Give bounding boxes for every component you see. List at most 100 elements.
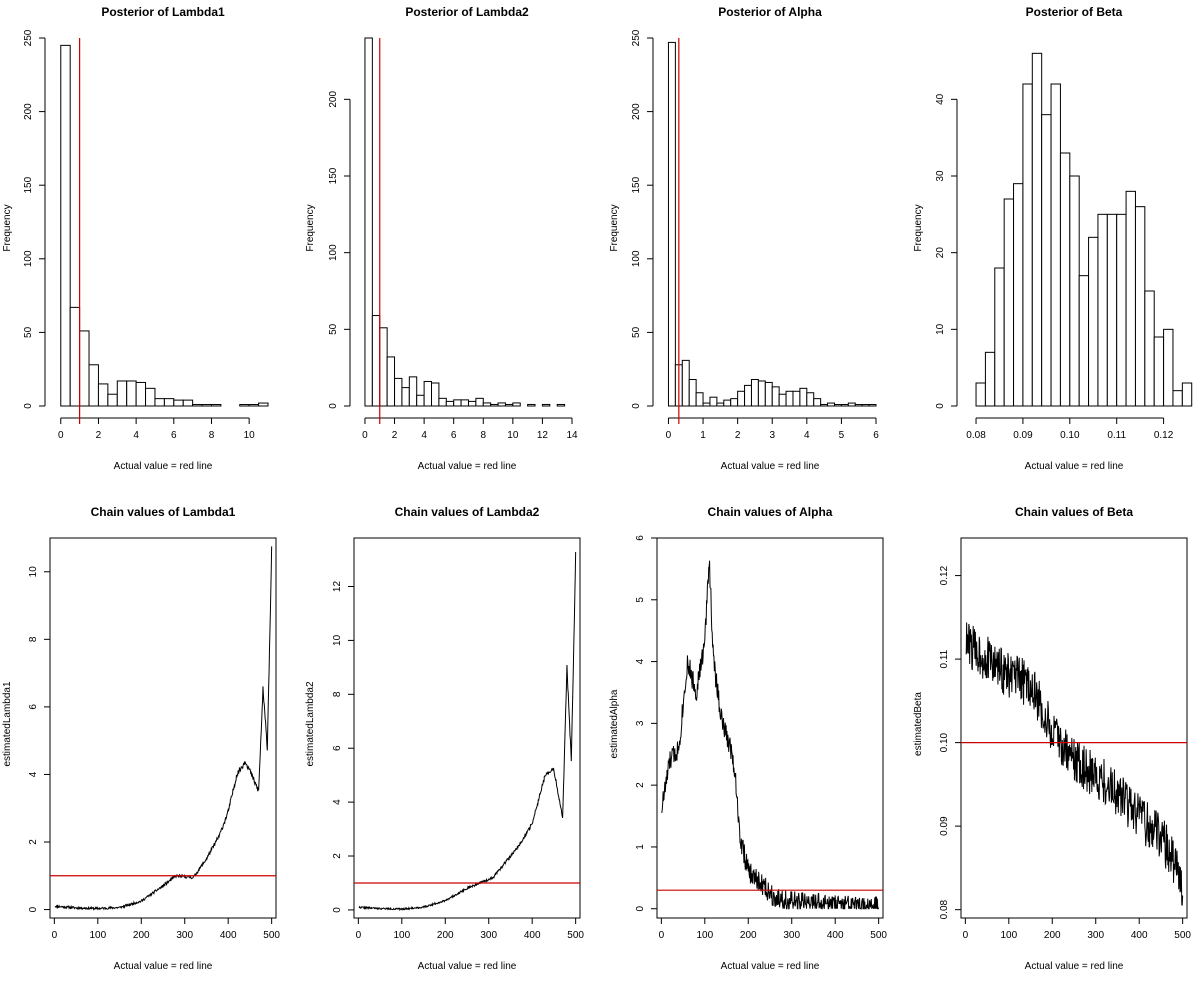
histogram-bar bbox=[371, 315, 381, 407]
histogram-bar bbox=[847, 402, 856, 407]
chart-title: Posterior of Lambda1 bbox=[101, 5, 225, 19]
y-tick-label: 250 bbox=[23, 29, 34, 46]
histogram-bar bbox=[1088, 236, 1099, 407]
y-tick-label: 100 bbox=[23, 250, 34, 267]
plot-frame bbox=[960, 537, 1188, 919]
histogram-bar bbox=[386, 356, 396, 407]
histogram-bar bbox=[1134, 206, 1146, 407]
histogram-bar bbox=[460, 399, 469, 407]
histogram-bar bbox=[1144, 290, 1155, 407]
y-tick-label: 8 bbox=[28, 636, 39, 642]
x-tick-label: 500 bbox=[567, 930, 584, 941]
x-tick-label: 200 bbox=[437, 930, 454, 941]
y-tick-label: 0.12 bbox=[939, 565, 950, 585]
histogram-bar bbox=[438, 397, 447, 407]
histogram-bar bbox=[163, 398, 175, 407]
y-tick-label: 0 bbox=[332, 907, 343, 913]
y-tick-label: 8 bbox=[332, 691, 343, 697]
x-tick-label: 6 bbox=[451, 430, 457, 441]
x-tick-label: 500 bbox=[870, 930, 887, 941]
x-tick-label: 0 bbox=[52, 930, 58, 941]
histogram-bar bbox=[827, 402, 835, 407]
histogram-bar bbox=[60, 44, 71, 407]
histogram-bar bbox=[688, 379, 697, 407]
histogram-bar bbox=[423, 380, 433, 407]
y-tick-label: 1 bbox=[635, 844, 646, 850]
x-tick-label: 400 bbox=[524, 930, 541, 941]
histogram-bar bbox=[364, 37, 373, 407]
x-tick-label: 300 bbox=[480, 930, 497, 941]
histogram-bar bbox=[975, 382, 986, 407]
histogram-bar bbox=[737, 390, 746, 407]
y-tick-label: 250 bbox=[631, 29, 642, 46]
panel-hist-lambda2: Posterior of Lambda2 Actual value = red … bbox=[305, 5, 578, 472]
histogram-bar bbox=[239, 404, 250, 407]
histogram-bar bbox=[840, 404, 849, 407]
plot-frame bbox=[656, 537, 884, 919]
histogram-bar bbox=[504, 403, 514, 407]
chart-title: Chain values of Beta bbox=[1015, 505, 1133, 519]
plot-frame bbox=[49, 537, 277, 919]
histogram-bar bbox=[497, 402, 506, 407]
x-tick-label: 2 bbox=[392, 430, 398, 441]
histogram-bar bbox=[1031, 52, 1043, 407]
y-tick-label: 100 bbox=[328, 244, 339, 261]
x-tick-label: 400 bbox=[827, 930, 844, 941]
x-tick-label: 0.12 bbox=[1154, 430, 1174, 441]
chart-title: Posterior of Beta bbox=[1026, 5, 1123, 19]
histogram-bar bbox=[445, 400, 455, 407]
histogram-bar bbox=[173, 399, 184, 407]
y-tick-label: 0 bbox=[635, 906, 646, 912]
panel-hist-beta: Posterior of Beta Actual value = red lin… bbox=[913, 5, 1193, 472]
histogram-bar bbox=[1163, 328, 1174, 407]
x-tick-label: 0.08 bbox=[966, 430, 986, 441]
histogram-bar bbox=[1013, 183, 1024, 407]
x-axis-label: Actual value = red line bbox=[1025, 961, 1124, 972]
histogram-bar bbox=[1106, 213, 1118, 407]
x-tick-label: 0.10 bbox=[1060, 430, 1080, 441]
histogram-bar bbox=[785, 390, 794, 407]
x-tick-label: 0 bbox=[58, 430, 64, 441]
panel-trace-alpha: Chain values of Alpha Actual value = red… bbox=[609, 505, 887, 972]
histogram-bar bbox=[556, 403, 566, 407]
histogram-bar bbox=[1059, 152, 1071, 407]
y-axis-label: estimatedLambda2 bbox=[305, 681, 316, 766]
histogram-bar bbox=[723, 399, 732, 407]
y-axis-label: Frequency bbox=[609, 204, 620, 251]
y-tick-label: 2 bbox=[28, 839, 39, 845]
x-axis-label: Actual value = red line bbox=[418, 461, 517, 472]
x-tick-label: 14 bbox=[566, 430, 578, 441]
y-tick-label: 10 bbox=[28, 566, 39, 578]
y-tick-label: 3 bbox=[635, 720, 646, 726]
x-tick-label: 2 bbox=[96, 430, 102, 441]
x-tick-label: 6 bbox=[171, 430, 177, 441]
x-tick-label: 0 bbox=[659, 930, 665, 941]
y-tick-label: 2 bbox=[635, 782, 646, 788]
y-axis-label: Frequency bbox=[2, 204, 13, 251]
x-tick-label: 0 bbox=[362, 430, 368, 441]
x-tick-label: 2 bbox=[735, 430, 741, 441]
histogram-bar bbox=[833, 404, 842, 407]
y-tick-label: 4 bbox=[635, 658, 646, 664]
histogram-bar bbox=[757, 380, 766, 407]
histogram-bar bbox=[1069, 175, 1080, 407]
y-tick-label: 100 bbox=[631, 250, 642, 267]
x-tick-label: 8 bbox=[209, 430, 215, 441]
y-tick-label: 4 bbox=[332, 799, 343, 805]
plot-frame bbox=[353, 537, 581, 919]
x-tick-label: 200 bbox=[133, 930, 150, 941]
y-tick-label: 150 bbox=[328, 167, 339, 184]
x-tick-label: 8 bbox=[480, 430, 486, 441]
histogram-bar bbox=[1003, 198, 1015, 407]
chart-title: Chain values of Lambda2 bbox=[395, 505, 540, 519]
histogram-bar bbox=[69, 306, 81, 407]
histogram-bar bbox=[154, 398, 165, 407]
histogram-bar bbox=[984, 351, 996, 407]
histogram-bar bbox=[475, 397, 484, 407]
histogram-bar bbox=[709, 396, 718, 407]
x-tick-label: 0 bbox=[963, 930, 969, 941]
y-tick-label: 0 bbox=[28, 906, 39, 912]
x-tick-label: 300 bbox=[783, 930, 800, 941]
x-tick-label: 10 bbox=[507, 430, 519, 441]
